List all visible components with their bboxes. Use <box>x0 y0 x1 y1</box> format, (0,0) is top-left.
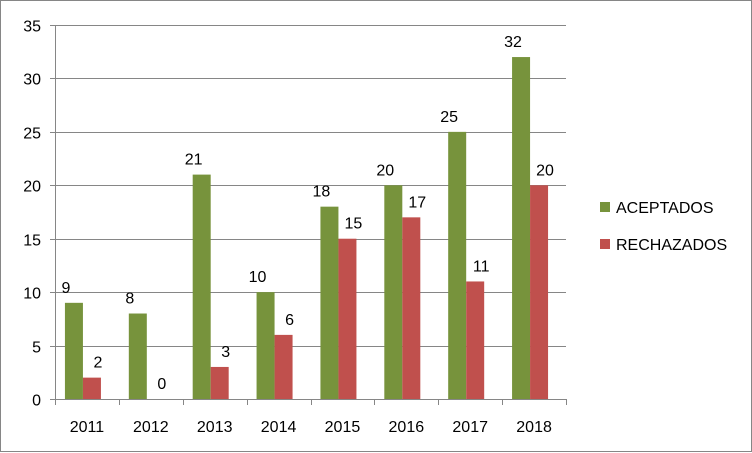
x-tick-label: 2012 <box>133 419 169 436</box>
bars <box>64 57 549 400</box>
bar-aceptados-2012 <box>128 313 147 399</box>
bar-aceptados-2015 <box>320 206 339 399</box>
data-label: 20 <box>536 162 554 179</box>
x-tick-label: 2011 <box>70 419 105 436</box>
y-axis-ticks: 0 5 10 15 20 25 30 35 <box>23 19 41 410</box>
y-tick-label: 35 <box>23 19 41 36</box>
x-axis <box>55 25 567 405</box>
data-label: 25 <box>440 109 458 126</box>
data-label: 21 <box>185 152 203 169</box>
data-label: 17 <box>408 194 426 211</box>
bar-rechazados-2011 <box>82 377 101 399</box>
bar-aceptados-2013 <box>192 174 211 399</box>
y-tick-label: 5 <box>32 340 41 357</box>
data-label: 10 <box>249 269 267 286</box>
data-label: 2 <box>93 355 102 372</box>
bar-aceptados-2018 <box>512 57 531 400</box>
data-label: 11 <box>473 258 490 275</box>
y-tick-label: 15 <box>23 233 41 250</box>
gridlines <box>50 25 566 400</box>
data-label: 0 <box>157 376 166 393</box>
y-tick-label: 20 <box>23 179 41 196</box>
data-label: 32 <box>504 34 522 51</box>
y-tick-label: 30 <box>23 72 41 89</box>
y-tick-label: 10 <box>23 286 41 303</box>
x-tick-label: 2017 <box>452 419 488 436</box>
x-axis-ticks: 2011 2012 2013 2014 2015 2016 2017 2018 <box>70 419 552 436</box>
data-label: 15 <box>345 216 363 233</box>
data-label: 3 <box>221 344 230 361</box>
data-label: 6 <box>285 312 294 329</box>
x-tick-label: 2015 <box>325 419 361 436</box>
legend-swatch <box>600 239 610 249</box>
x-tick-label: 2014 <box>261 419 297 436</box>
bar-aceptados-2011 <box>64 302 83 399</box>
data-label: 18 <box>313 184 331 201</box>
bar-rechazados-2017 <box>466 281 485 399</box>
legend-label: ACEPTADOS <box>616 200 714 217</box>
bar-rechazados-2016 <box>402 217 421 399</box>
data-label: 20 <box>376 162 394 179</box>
bar-rechazados-2014 <box>274 334 293 399</box>
bar-aceptados-2016 <box>384 185 403 399</box>
bar-rechazados-2013 <box>210 366 229 399</box>
x-tick-label: 2013 <box>197 419 233 436</box>
y-tick-label: 25 <box>23 126 41 143</box>
data-labels: 9 2 8 0 21 3 10 6 18 15 20 17 25 11 32 20 <box>61 34 554 393</box>
data-label: 9 <box>61 280 70 297</box>
legend-label: RECHAZADOS <box>616 237 727 254</box>
bar-aceptados-2017 <box>448 131 467 399</box>
y-tick-label: 0 <box>32 393 41 410</box>
x-tick-label: 2016 <box>389 419 425 436</box>
legend: ACEPTADOS RECHAZADOS <box>600 200 727 254</box>
data-label: 8 <box>125 291 134 308</box>
bar-rechazados-2018 <box>530 185 549 399</box>
bar-aceptados-2014 <box>256 292 275 399</box>
x-tick-label: 2018 <box>516 419 552 436</box>
legend-swatch <box>600 202 610 212</box>
bar-rechazados-2015 <box>338 238 357 399</box>
